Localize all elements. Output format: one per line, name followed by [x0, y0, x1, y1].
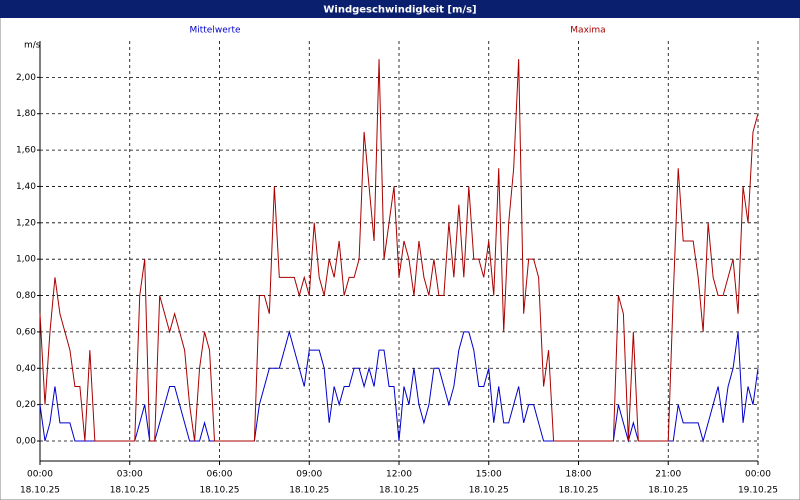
- title-bar: [0, 0, 800, 18]
- x-tick-label: 15:00: [476, 470, 502, 480]
- y-tick-label: 1,60: [16, 146, 36, 156]
- y-tick-label: 1,00: [16, 255, 36, 265]
- y-unit: m/s: [24, 41, 41, 51]
- x-tick-label: 12:00: [386, 470, 412, 480]
- series-line: [39, 59, 759, 442]
- y-tick-label: 0,40: [16, 364, 36, 374]
- y-tick-label: 1,40: [16, 182, 36, 192]
- x-tick-label: 00:00: [745, 470, 771, 480]
- y-tick-label: 1,20: [16, 218, 36, 228]
- x-tick-label: 09:00: [296, 470, 322, 480]
- x-tick-date: 18.10.25: [558, 486, 598, 496]
- x-tick-date: 19.10.25: [738, 486, 778, 496]
- x-tick-date: 18.10.25: [289, 486, 329, 496]
- x-tick-label: 21:00: [655, 470, 681, 480]
- x-tick-date: 18.10.25: [20, 486, 60, 496]
- y-tick-label: 0,20: [16, 400, 36, 410]
- legend-entry: Maxima: [570, 26, 605, 36]
- x-tick-date: 18.10.25: [110, 486, 150, 496]
- x-tick-label: 18:00: [566, 470, 592, 480]
- y-tick-label: 2,00: [16, 73, 36, 83]
- x-tick-date: 18.10.25: [469, 486, 509, 496]
- y-tick-label: 0,00: [16, 437, 36, 447]
- x-tick-date: 18.10.25: [379, 486, 419, 496]
- x-tick-date: 18.10.25: [199, 486, 239, 496]
- y-tick-label: 0,60: [16, 327, 36, 337]
- x-tick-label: 06:00: [207, 470, 233, 480]
- x-tick-label: 00:00: [27, 470, 53, 480]
- y-tick-label: 1,80: [16, 109, 36, 119]
- x-tick-label: 03:00: [117, 470, 143, 480]
- legend-entry: Mittelwerte: [189, 26, 240, 36]
- y-tick-label: 0,80: [16, 291, 36, 301]
- x-tick-date: 18.10.25: [648, 486, 688, 496]
- window-title: Windgeschwindigkeit [m/s]: [323, 5, 476, 16]
